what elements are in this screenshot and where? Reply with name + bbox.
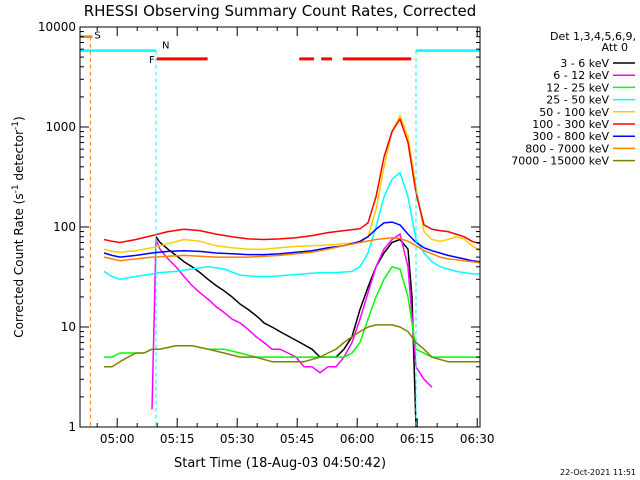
plot-frame [79, 26, 481, 428]
x-tick-label: 05:15 [160, 432, 195, 446]
y-axis-label-main: Corrected Count Rate (s [12, 193, 26, 337]
legend-label: 25 - 50 keV [546, 94, 609, 107]
series-line-5 [103, 114, 481, 253]
legend-label: 100 - 300 keV [532, 118, 609, 131]
legend-label: 800 - 7000 keV [525, 142, 609, 155]
legend-label: 3 - 6 keV [560, 57, 609, 70]
y-tick-label: 1000 [45, 120, 76, 134]
legend-label: 50 - 100 keV [539, 106, 609, 119]
legend-label: 12 - 25 keV [546, 81, 609, 94]
series-line-9 [104, 324, 480, 368]
legend-header-line2: Att 0 [602, 41, 628, 54]
x-tick-label: 05:45 [280, 432, 315, 446]
series-line-2 [151, 233, 433, 410]
legend-label: 7000 - 15000 keV [511, 155, 609, 168]
saa-label: S [94, 31, 100, 42]
y-tick-label: 1 [68, 420, 76, 434]
x-tick-label: 05:30 [220, 432, 255, 446]
ticks-layer: 1 10 100 1000 10000 05:00 05:15 05:30 05:45 06:00… [38, 20, 495, 446]
series-layer [103, 114, 481, 428]
y-axis-label-sup2: -1 [11, 121, 21, 130]
y-tick-label: 10000 [38, 20, 76, 34]
y-axis-label-tail: detector [12, 130, 26, 185]
y-axis-label: Corrected Count Rate (s-1 detector-1) [11, 116, 26, 337]
series-line-1 [155, 236, 417, 428]
x-axis-label: Start Time (18-Aug-03 04:50:42) [174, 456, 386, 471]
night-label: N [162, 41, 169, 52]
legend-label: 6 - 12 keV [553, 69, 609, 82]
y-axis-label-end: ) [12, 116, 26, 121]
series-line-6 [103, 118, 481, 245]
y-tick-label: 100 [53, 220, 76, 234]
legend-header-line1: Det 1,3,4,5,6,9, [550, 30, 636, 43]
series-line-8 [103, 237, 481, 264]
chart-title: RHESSI Observing Summary Count Rates, Co… [84, 2, 477, 20]
x-tick-label: 06:00 [340, 432, 375, 446]
x-tick-label: 06:30 [460, 432, 495, 446]
x-tick-label: 06:15 [400, 432, 435, 446]
series-line-3 [104, 266, 480, 358]
legend-label: 300 - 800 keV [532, 130, 609, 143]
x-tick-label: 05:00 [100, 432, 135, 446]
footer-timestamp: 22-Oct-2021 11:51 [560, 468, 636, 477]
flare-label: F [149, 55, 155, 66]
annotations-layer: N S F [80, 31, 481, 427]
y-tick-label: 10 [61, 320, 76, 334]
y-axis-label-sup: -1 [11, 184, 21, 193]
series-line-4 [103, 171, 480, 281]
